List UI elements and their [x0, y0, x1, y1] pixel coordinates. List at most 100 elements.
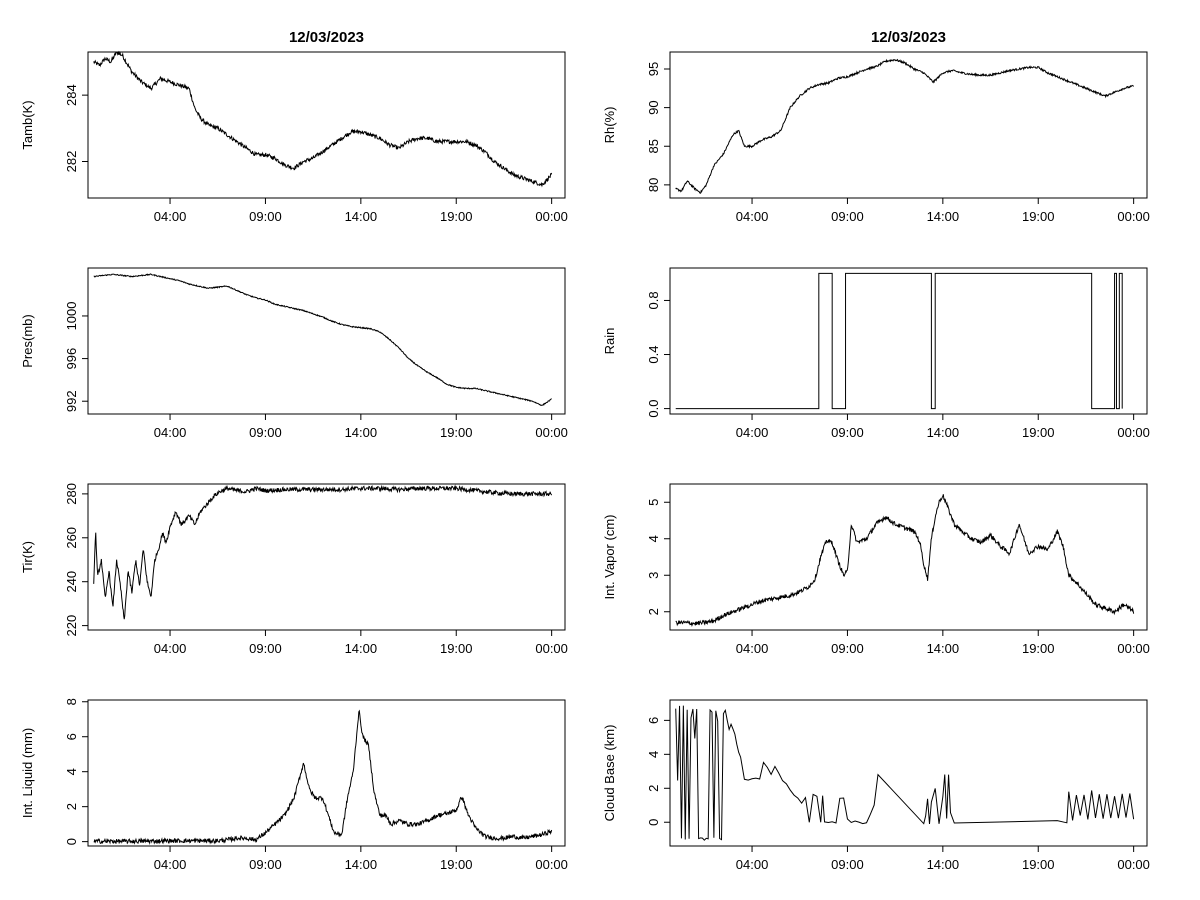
x-tick-label: 04:00 — [154, 857, 187, 872]
y-axis-label: Int. Vapor (cm) — [602, 514, 617, 599]
series-line-cloud — [675, 705, 1135, 841]
panel-rh: 12/03/2023 04:00 09:00 14:00 19:00 00:00 80 85 9… — [602, 29, 1150, 224]
y-axis-label: Rh(%) — [602, 107, 617, 144]
y-tick-label: 8 — [64, 698, 79, 705]
y-tick-label: 282 — [64, 151, 79, 173]
y-tick-label: 4 — [646, 535, 661, 542]
x-tick-label: 04:00 — [154, 209, 187, 224]
x-tick-label: 14:00 — [927, 425, 960, 440]
y-tick-label: 85 — [646, 139, 661, 153]
x-tick-label: 19:00 — [1022, 425, 1055, 440]
series-line-tamb — [93, 50, 553, 188]
x-tick-label: 14:00 — [345, 425, 378, 440]
x-tick-label: 14:00 — [927, 857, 960, 872]
y-tick-label: 2 — [64, 803, 79, 810]
x-tick-label: 04:00 — [736, 425, 769, 440]
series-line-rain — [675, 272, 1123, 410]
x-tick-label: 09:00 — [249, 857, 282, 872]
y-tick-label: 0 — [64, 838, 79, 845]
plot-frame — [87, 51, 566, 199]
plot-frame — [669, 51, 1148, 199]
series-line-liquid — [93, 709, 553, 845]
plot-frame — [669, 267, 1148, 415]
x-tick-label: 00:00 — [1117, 209, 1150, 224]
x-tick-label: 19:00 — [1022, 857, 1055, 872]
y-tick-label: 80 — [646, 178, 661, 192]
series-line-vapor — [675, 494, 1135, 628]
x-tick-label: 19:00 — [1022, 209, 1055, 224]
x-tick-label: 09:00 — [249, 209, 282, 224]
x-tick-label: 09:00 — [831, 209, 864, 224]
y-tick-label: 260 — [64, 527, 79, 549]
y-tick-label: 284 — [64, 84, 79, 106]
y-tick-label: 4 — [64, 768, 79, 775]
y-axis-label: Pres(mb) — [20, 314, 35, 367]
x-tick-label: 00:00 — [535, 209, 568, 224]
x-tick-label: 14:00 — [345, 857, 378, 872]
y-tick-label: 0.0 — [646, 400, 661, 418]
x-tick-label: 19:00 — [440, 857, 473, 872]
x-tick-label: 04:00 — [154, 641, 187, 656]
x-tick-label: 00:00 — [535, 641, 568, 656]
y-tick-label: 5 — [646, 499, 661, 506]
y-tick-label: 240 — [64, 571, 79, 593]
y-tick-label: 992 — [64, 390, 79, 412]
y-tick-label: 280 — [64, 483, 79, 505]
chart-title: 12/03/2023 — [289, 29, 364, 46]
y-tick-label: 2 — [646, 608, 661, 615]
x-tick-label: 04:00 — [736, 857, 769, 872]
y-tick-label: 0 — [646, 819, 661, 826]
x-tick-label: 04:00 — [736, 209, 769, 224]
x-tick-label: 19:00 — [440, 641, 473, 656]
x-tick-label: 09:00 — [831, 857, 864, 872]
x-tick-label: 14:00 — [345, 209, 378, 224]
panel-vapor: 04:00 09:00 14:00 19:00 00:00 2 3 4 5 Int. Vapor … — [602, 483, 1150, 656]
x-tick-label: 09:00 — [831, 641, 864, 656]
chart-title: 12/03/2023 — [871, 29, 946, 46]
y-tick-label: 220 — [64, 615, 79, 637]
y-tick-label: 90 — [646, 100, 661, 114]
y-tick-label: 2 — [646, 785, 661, 792]
y-tick-label: 996 — [64, 348, 79, 370]
y-axis-label: Int. Liquid (mm) — [20, 728, 35, 818]
x-tick-label: 14:00 — [927, 641, 960, 656]
panel-cloud: 04:00 09:00 14:00 19:00 00:00 0 2 4 6 Cloud Base … — [602, 699, 1150, 872]
y-tick-label: 0.8 — [646, 291, 661, 309]
series-line-rh — [675, 58, 1135, 194]
y-tick-label: 3 — [646, 572, 661, 579]
y-tick-label: 4 — [646, 751, 661, 758]
series-line-pres — [93, 273, 552, 406]
y-axis-label: Tamb(K) — [20, 100, 35, 149]
x-tick-label: 00:00 — [1117, 857, 1150, 872]
y-axis-label: Tir(K) — [20, 541, 35, 573]
series-line-tir — [93, 484, 553, 620]
x-tick-label: 09:00 — [831, 425, 864, 440]
y-tick-label: 1000 — [64, 301, 79, 330]
x-tick-label: 19:00 — [440, 425, 473, 440]
panel-pres: 04:00 09:00 14:00 19:00 00:00 992 996 1000 Pres(… — [20, 267, 568, 440]
y-tick-label: 95 — [646, 62, 661, 76]
x-tick-label: 09:00 — [249, 425, 282, 440]
plot-frame — [87, 699, 566, 847]
y-axis-label: Cloud Base (km) — [602, 725, 617, 822]
x-tick-label: 14:00 — [345, 641, 378, 656]
y-tick-label: 6 — [64, 733, 79, 740]
y-tick-label: 0.4 — [646, 345, 661, 363]
x-tick-label: 19:00 — [440, 209, 473, 224]
x-tick-label: 09:00 — [249, 641, 282, 656]
x-tick-label: 04:00 — [736, 641, 769, 656]
x-tick-label: 19:00 — [1022, 641, 1055, 656]
x-tick-label: 00:00 — [1117, 641, 1150, 656]
y-axis-label: Rain — [602, 328, 617, 355]
panel-tamb: 12/03/2023 04:00 09:00 14:00 19:00 00:00 282 28… — [20, 29, 568, 224]
x-tick-label: 04:00 — [154, 425, 187, 440]
panel-liquid: 04:00 09:00 14:00 19:00 00:00 0 2 4 6 8 Int. Liqui… — [20, 698, 568, 872]
plot-frame — [669, 699, 1148, 847]
panel-tir: 04:00 09:00 14:00 19:00 00:00 220 240 260 280 Tir… — [20, 483, 568, 656]
x-tick-label: 00:00 — [535, 857, 568, 872]
x-tick-label: 14:00 — [927, 209, 960, 224]
plot-frame — [87, 483, 566, 631]
x-tick-label: 00:00 — [1117, 425, 1150, 440]
x-tick-label: 00:00 — [535, 425, 568, 440]
